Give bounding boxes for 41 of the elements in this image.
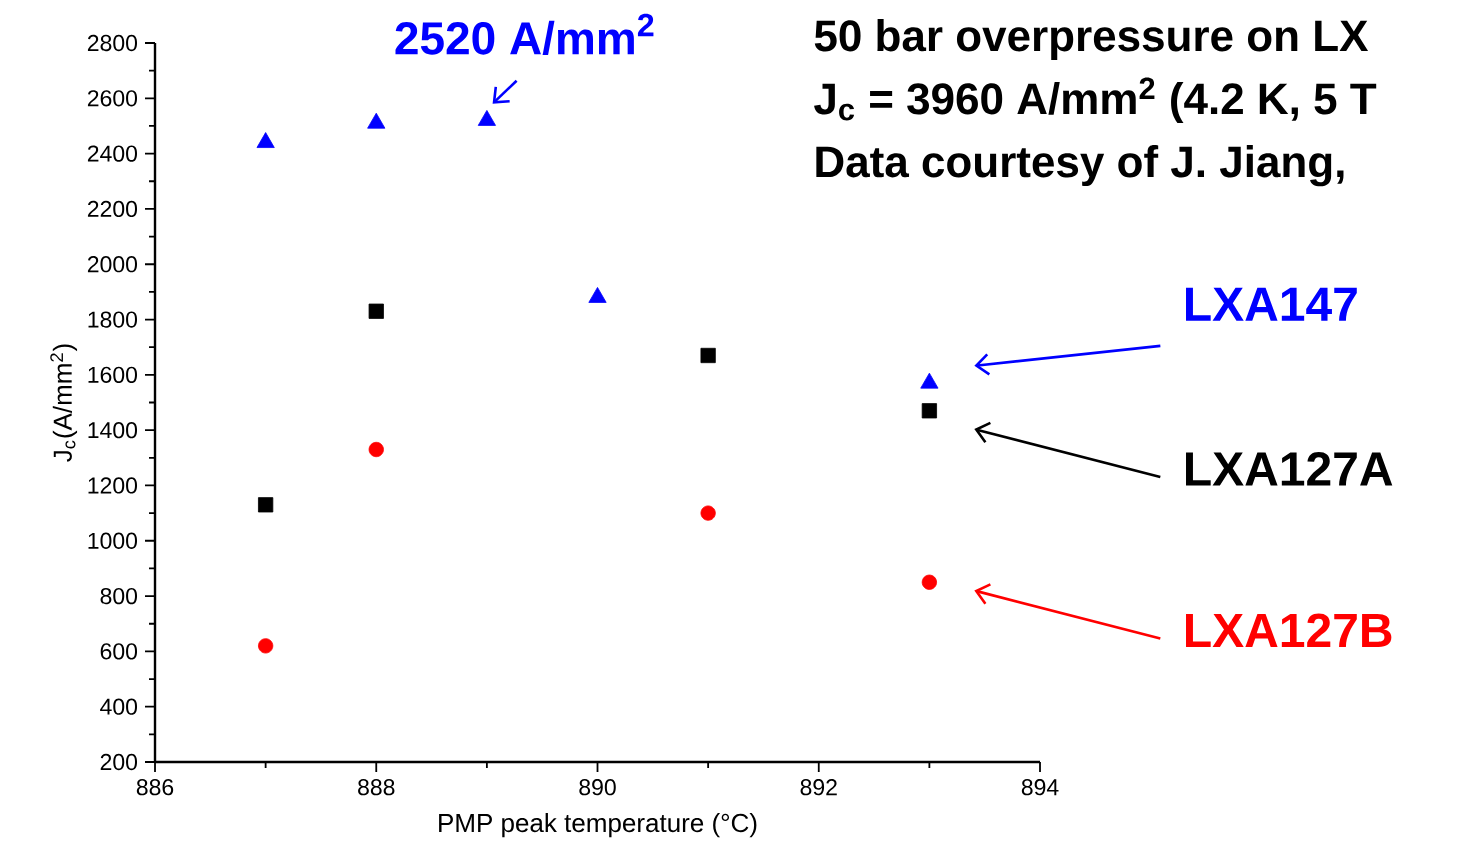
x-tick-label: 894 [1021,779,1059,796]
y-tick-label: 800 [100,587,138,605]
annotation: Data courtesy of J. Jiang, [816,145,1344,187]
y-tick-label: 1800 [88,311,138,328]
x-axis-title: PMP peak temperature (°C) [439,813,757,838]
x-tick-label: 890 [579,779,616,796]
y-tick-label: 2200 [87,200,138,218]
point [368,441,384,458]
y-tick-label: 1600 [88,366,138,383]
point [258,497,274,513]
legend-label: LXA127B [1186,613,1392,647]
point [258,638,274,654]
point [921,574,937,590]
legend-label: LXA127A [1186,452,1393,486]
point [367,112,386,129]
y-tick-label: 600 [100,643,138,660]
y-axis-title: J$_{c}$(A/mm$^{2}$) [50,344,78,462]
point [368,303,384,319]
y-tick-label: 1400 [88,422,138,439]
point [588,287,607,303]
y-tick-label: 1200 [88,477,138,494]
y-tick-label: 1000 [88,532,138,549]
y-tick-label: 200 [100,753,138,771]
y-tick-label: 400 [100,698,138,715]
point [921,403,937,419]
point [700,505,716,521]
y-tick-label: 2800 [87,34,138,52]
x-tick-label: 886 [136,779,174,796]
x-tick-label: 888 [358,779,395,796]
y-tick-label: 2400 [87,145,138,162]
y-tick-label: 2600 [87,90,138,107]
annotation: 50 bar overpressure on LX [814,19,1369,61]
point [477,110,496,126]
x-tick-label: 892 [800,779,837,796]
point [256,132,275,148]
annotation: J$_{c}$ = 3960 A/mm$^{2}$ (4.2 K, 5 T [814,77,1377,124]
annotation: 2520 A/mm$^{2}$ [395,13,654,56]
point [920,372,939,389]
y-tick-label: 2000 [87,256,138,273]
point [700,347,716,364]
text: LXA147 [1186,287,1357,321]
